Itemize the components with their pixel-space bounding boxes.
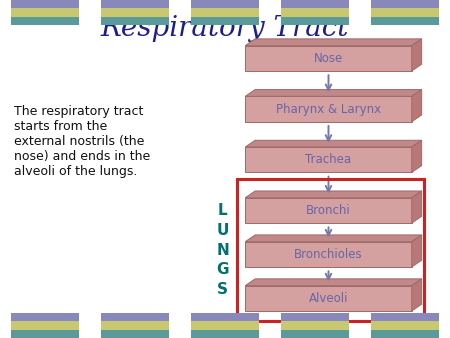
Polygon shape [245,140,422,147]
Polygon shape [245,191,422,198]
Bar [11,17,79,25]
Text: Respiratory Tract: Respiratory Tract [101,15,349,42]
Bar [245,198,412,223]
Polygon shape [412,279,422,311]
Bar [101,330,169,338]
Bar [245,46,412,71]
Polygon shape [245,39,422,46]
Bar [237,179,424,321]
Bar [191,17,259,25]
Bar [191,0,259,8]
Text: Nose: Nose [314,52,343,65]
Bar [371,313,439,321]
Polygon shape [245,235,422,242]
Polygon shape [412,90,422,122]
Bar [245,242,412,267]
Polygon shape [245,90,422,96]
Bar [191,330,259,338]
Bar [281,17,349,25]
Bar [101,313,169,321]
Polygon shape [245,279,422,286]
Text: Trachea: Trachea [306,153,351,166]
Bar [101,321,169,330]
Bar [11,321,79,330]
Bar [371,321,439,330]
Text: Alveoli: Alveoli [309,292,348,305]
Polygon shape [412,140,422,172]
Bar [281,313,349,321]
Bar [281,321,349,330]
Bar [191,8,259,17]
Bar [11,8,79,17]
Bar [281,330,349,338]
Text: L
U
N
G
S: L U N G S [216,203,229,297]
Bar [371,8,439,17]
Bar [11,330,79,338]
Text: Bronchi: Bronchi [306,204,351,217]
Polygon shape [412,191,422,223]
Bar [281,0,349,8]
Bar [371,330,439,338]
Bar [101,0,169,8]
Bar [245,286,412,311]
Text: The respiratory tract
starts from the
external nostrils (the
nose) and ends in t: The respiratory tract starts from the ex… [14,105,150,178]
Bar [101,8,169,17]
Bar [245,147,412,172]
Polygon shape [412,235,422,267]
Bar [101,17,169,25]
Bar [245,96,412,122]
Text: Bronchioles: Bronchioles [294,248,363,261]
Bar [281,8,349,17]
Bar [371,0,439,8]
Bar [191,313,259,321]
Polygon shape [412,39,422,71]
Bar [371,17,439,25]
Bar [11,313,79,321]
Bar [191,321,259,330]
Bar [11,0,79,8]
Text: Pharynx & Larynx: Pharynx & Larynx [276,102,381,116]
